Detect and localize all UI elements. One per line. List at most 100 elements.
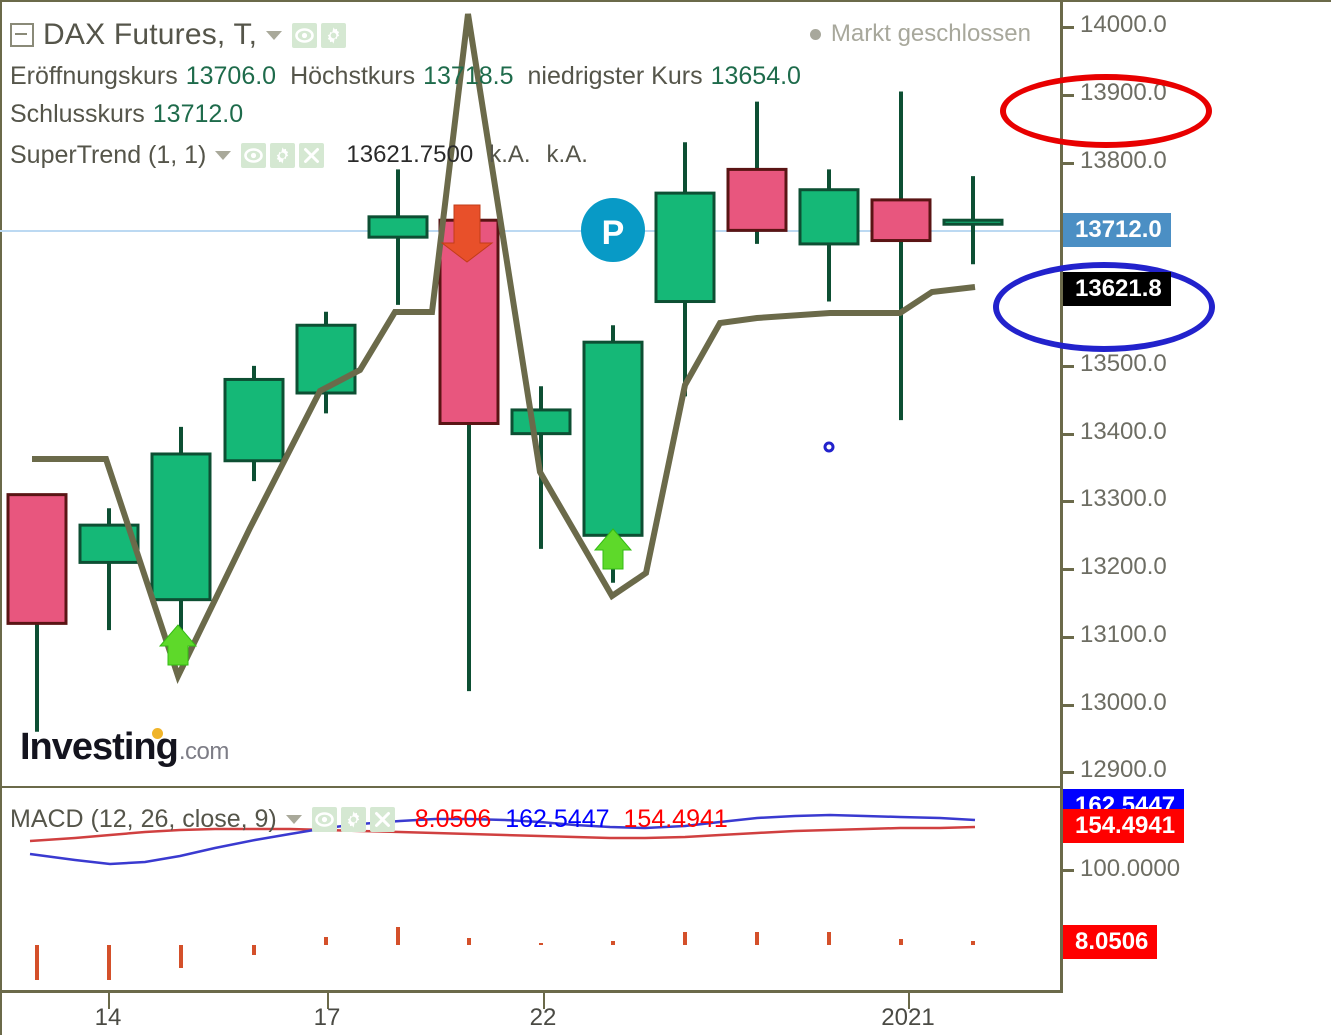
price-axis-label: 14000.0 bbox=[1080, 11, 1167, 39]
market-status: Markt geschlossen bbox=[809, 20, 1031, 48]
current-price-badge: 13712.0 bbox=[1063, 213, 1171, 247]
candlestick-plot bbox=[6, 13, 1004, 732]
svg-text:P: P bbox=[602, 214, 625, 252]
supertrend-line bbox=[32, 13, 976, 684]
macd-signal-value: 154.4941 bbox=[623, 805, 728, 833]
chart-legend: DAX Futures, T, Eröffnungskurs 13706.0 H… bbox=[10, 14, 1050, 174]
time-axis-tick bbox=[543, 993, 545, 1009]
eye-icon[interactable] bbox=[311, 807, 337, 832]
logo-accent-dot bbox=[152, 728, 163, 739]
candlestick bbox=[6, 493, 68, 732]
gear-icon[interactable] bbox=[270, 142, 296, 168]
time-axis-tick bbox=[108, 993, 110, 1009]
candlestick bbox=[150, 426, 212, 637]
price-axis-label: 13200.0 bbox=[1080, 553, 1167, 581]
high-label: Höchstkurs bbox=[290, 61, 416, 90]
legend-symbol-row: DAX Futures, T, bbox=[10, 14, 1050, 56]
signal-markers-layer: P bbox=[158, 198, 835, 666]
time-axis-tick bbox=[908, 993, 910, 1009]
gear-icon[interactable] bbox=[340, 807, 366, 832]
macd-axis-label: 100.0000 bbox=[1080, 855, 1181, 882]
candlestick bbox=[654, 142, 716, 397]
price-axis-label: 13300.0 bbox=[1080, 485, 1167, 513]
price-axis-label: 13400.0 bbox=[1080, 417, 1167, 445]
price-axis-label: 13500.0 bbox=[1080, 349, 1167, 377]
macd-histogram-value: 8.0506 bbox=[414, 805, 492, 833]
chevron-down-icon[interactable] bbox=[285, 815, 302, 824]
chevron-down-icon[interactable] bbox=[215, 150, 232, 160]
red-ellipse-annotation bbox=[1000, 74, 1212, 148]
time-axis-label: 22 bbox=[529, 1004, 557, 1031]
price-axis-label: 13800.0 bbox=[1080, 146, 1167, 174]
supertrend-badge: 13621.8 bbox=[1063, 272, 1171, 306]
chart-frame-top-border bbox=[0, 0, 1331, 2]
market-status-label: Markt geschlossen bbox=[830, 20, 1031, 47]
macd-plot bbox=[29, 813, 976, 980]
candlestick bbox=[942, 176, 1004, 265]
price-axis-label: 12900.0 bbox=[1080, 756, 1167, 784]
close-value: 13712.0 bbox=[152, 99, 244, 128]
candlestick bbox=[870, 91, 932, 421]
candlestick bbox=[295, 311, 357, 414]
candlestick bbox=[798, 169, 860, 302]
supertrend-name: SuperTrend (1, 1) bbox=[10, 140, 207, 169]
close-x-icon[interactable] bbox=[369, 807, 395, 832]
price-axis-line bbox=[1060, 0, 1063, 990]
panel-separator-top bbox=[0, 786, 1063, 788]
price-axis-tick bbox=[1063, 500, 1074, 504]
price-axis-tick bbox=[1063, 703, 1074, 707]
eye-icon[interactable] bbox=[241, 142, 267, 168]
macd-axis-tick bbox=[1063, 869, 1074, 872]
price-axis-tick bbox=[1063, 161, 1074, 165]
candlestick bbox=[582, 325, 644, 583]
candlestick bbox=[223, 365, 285, 482]
collapse-minus-icon[interactable] bbox=[10, 23, 34, 47]
current-price-line bbox=[0, 230, 1060, 232]
pattern-badge-p[interactable]: P bbox=[581, 198, 645, 262]
time-axis-label: 14 bbox=[94, 1004, 122, 1031]
high-value: 13718.5 bbox=[423, 61, 514, 90]
panel-separator-bottom bbox=[0, 990, 1063, 993]
price-axis-tick bbox=[1063, 635, 1074, 639]
macd-name: MACD (12, 26, close, 9) bbox=[10, 805, 277, 833]
macd-line-value: 162.5447 bbox=[505, 805, 610, 833]
eye-icon[interactable] bbox=[292, 22, 318, 48]
macd-line bbox=[29, 813, 976, 866]
price-axis-tick bbox=[1063, 432, 1074, 436]
investing-logo: Investing .com bbox=[20, 726, 229, 769]
up-arrow-marker-2 bbox=[593, 528, 633, 570]
candlestick bbox=[367, 169, 429, 305]
chevron-down-icon[interactable] bbox=[266, 30, 283, 40]
chart-frame-left-border bbox=[0, 0, 2, 1035]
status-dot-icon bbox=[809, 28, 821, 40]
macd-legend: MACD (12, 26, close, 9) 8.0506 162.5447 … bbox=[10, 805, 728, 834]
price-axis-tick bbox=[1063, 26, 1074, 30]
up-arrow-marker-1 bbox=[158, 624, 198, 666]
price-axis-tick bbox=[1063, 568, 1074, 572]
legend-ohl-row: Eröffnungskurs 13706.0 Höchstkurs 13718.… bbox=[10, 58, 1050, 94]
time-axis-label: 17 bbox=[313, 1004, 341, 1031]
low-value: 13654.0 bbox=[710, 61, 801, 90]
macd-signal-line bbox=[29, 825, 976, 843]
signal-line-badge: 154.4941 bbox=[1063, 809, 1185, 843]
candlestick bbox=[726, 101, 788, 244]
blue-ellipse-annotation bbox=[993, 262, 1215, 352]
gear-icon[interactable] bbox=[321, 22, 347, 48]
open-value: 13706.0 bbox=[185, 61, 277, 90]
time-axis-label: 2021 bbox=[881, 1004, 935, 1031]
supertrend-na-2: k.A. bbox=[546, 141, 588, 168]
close-x-icon[interactable] bbox=[299, 142, 325, 168]
open-label: Eröffnungskurs bbox=[10, 61, 178, 90]
time-axis-tick bbox=[327, 993, 329, 1009]
close-label: Schlusskurs bbox=[10, 99, 145, 128]
down-arrow-marker bbox=[440, 204, 494, 263]
supertrend-na-1: k.A. bbox=[489, 141, 531, 168]
legend-supertrend-row: SuperTrend (1, 1) 13621.7500 k bbox=[10, 136, 1050, 174]
price-axis-label: 13100.0 bbox=[1080, 620, 1167, 648]
symbol-title: DAX Futures, T, bbox=[43, 18, 258, 51]
price-axis-tick bbox=[1063, 364, 1074, 368]
logo-suffix: .com bbox=[178, 738, 230, 765]
low-label: niedrigster Kurs bbox=[527, 61, 703, 90]
price-axis-label: 13000.0 bbox=[1080, 688, 1167, 716]
legend-close-row: Schlusskurs 13712.0 bbox=[10, 96, 1050, 132]
